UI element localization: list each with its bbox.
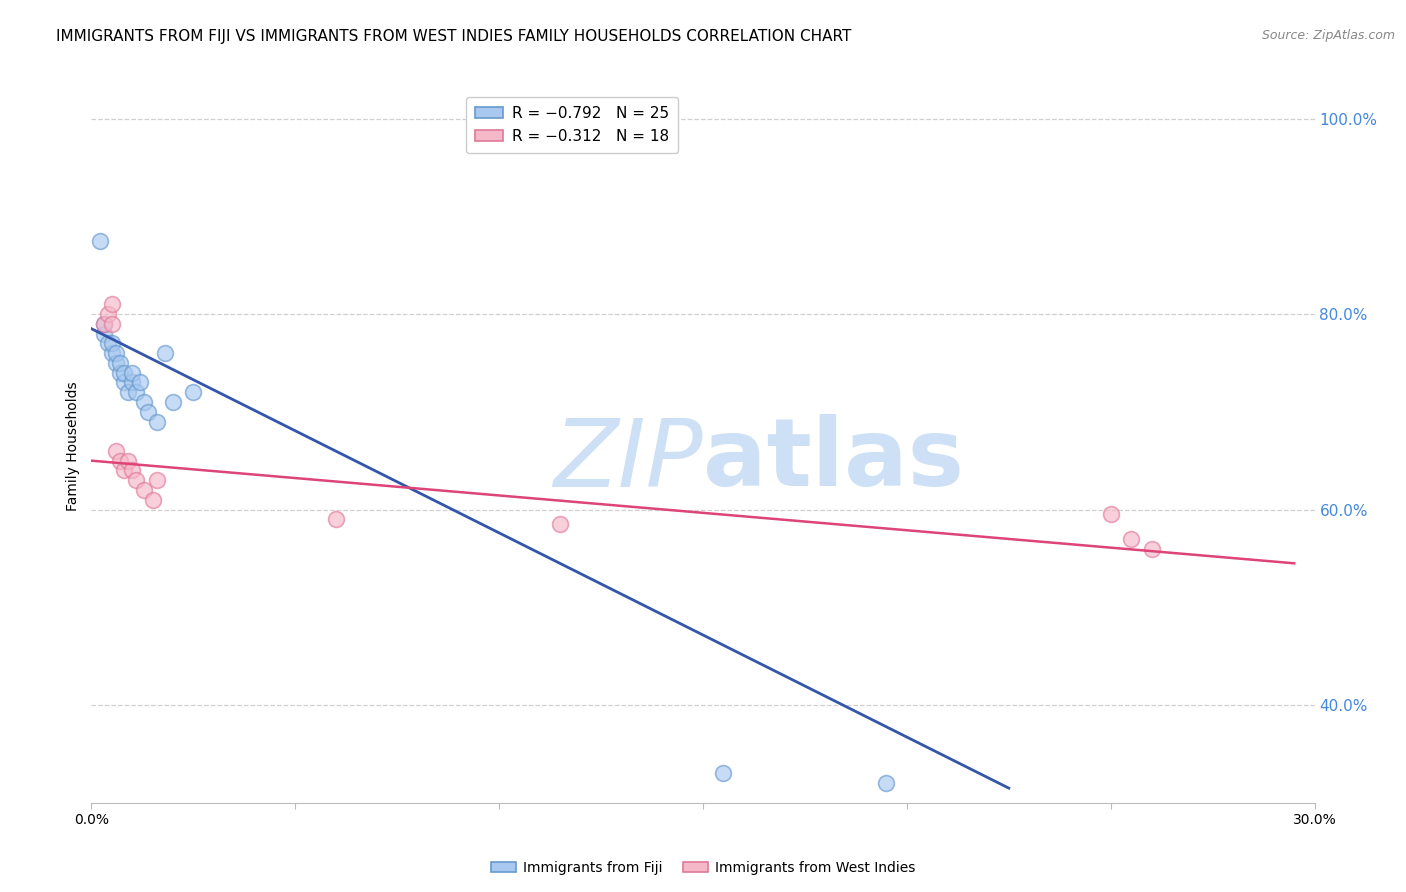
Point	[97, 336, 120, 351]
Point	[138, 405, 160, 419]
Point	[121, 376, 143, 390]
Point	[93, 317, 115, 331]
Text: IMMIGRANTS FROM FIJI VS IMMIGRANTS FROM WEST INDIES FAMILY HOUSEHOLDS CORRELATIO: IMMIGRANTS FROM FIJI VS IMMIGRANTS FROM …	[56, 29, 852, 44]
Point	[112, 376, 135, 390]
Point	[104, 346, 127, 360]
Text: Source: ZipAtlas.com: Source: ZipAtlas.com	[1261, 29, 1395, 42]
Point	[93, 326, 115, 341]
Point	[101, 336, 124, 351]
Point	[108, 453, 131, 467]
Point	[153, 346, 176, 360]
Point	[1121, 532, 1143, 546]
Point	[117, 453, 139, 467]
Legend: R = −0.792   N = 25, R = −0.312   N = 18: R = −0.792 N = 25, R = −0.312 N = 18	[465, 97, 678, 153]
Point	[125, 385, 148, 400]
Point	[112, 366, 135, 380]
Point	[101, 317, 124, 331]
Point	[121, 463, 143, 477]
Point	[101, 346, 124, 360]
Legend: Immigrants from Fiji, Immigrants from West Indies: Immigrants from Fiji, Immigrants from We…	[485, 855, 921, 880]
Text: ZIP: ZIP	[554, 415, 703, 506]
Point	[134, 483, 156, 497]
Point	[125, 473, 148, 487]
Point	[101, 297, 124, 311]
Point	[93, 317, 115, 331]
Point	[550, 517, 572, 532]
Point	[121, 366, 143, 380]
Point	[134, 395, 156, 409]
Point	[108, 356, 131, 370]
Point	[325, 512, 347, 526]
Point	[875, 776, 898, 790]
Point	[162, 395, 184, 409]
Point	[89, 234, 111, 248]
Point	[141, 492, 163, 507]
Point	[1099, 508, 1122, 522]
Point	[117, 385, 139, 400]
Point	[104, 443, 127, 458]
Point	[112, 463, 135, 477]
Point	[711, 766, 734, 780]
Point	[145, 473, 167, 487]
Y-axis label: Family Households: Family Households	[66, 381, 80, 511]
Point	[97, 307, 120, 321]
Point	[129, 376, 152, 390]
Point	[108, 366, 131, 380]
Point	[104, 356, 127, 370]
Point	[183, 385, 205, 400]
Point	[1140, 541, 1163, 556]
Point	[145, 415, 167, 429]
Text: atlas: atlas	[703, 414, 965, 507]
